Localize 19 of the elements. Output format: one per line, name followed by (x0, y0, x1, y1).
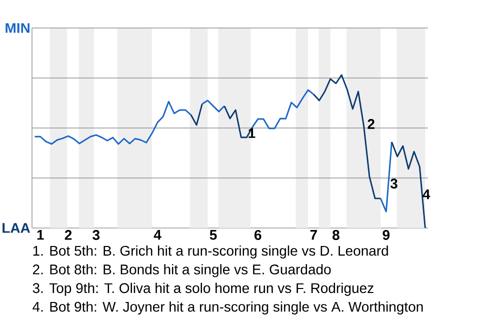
x-tick-label: 4 (154, 230, 162, 240)
annotation: 2 (368, 119, 374, 129)
text: 4. Bot 9th: W. Joyner hit a run-scoring single vs A. Worthington (32, 301, 423, 315)
x-tick-label: 7 (310, 230, 317, 240)
x-tick-label: 5 (210, 230, 217, 240)
annotation: 1 (248, 128, 256, 138)
text: MIN (6, 23, 30, 33)
x-tick-label: 9 (382, 230, 390, 240)
annotation: 4 (422, 190, 430, 200)
x-tick-label: 2 (64, 230, 72, 240)
x-tick-label: 1 (37, 230, 44, 240)
x-tick-label: 6 (254, 230, 262, 240)
text: LAA (2, 223, 30, 233)
x-tick-label: 8 (332, 230, 340, 240)
text: 2. Bot 8th: B. Bonds hit a single vs E. Guardado (32, 264, 331, 278)
x-tick-label: 3 (92, 230, 100, 240)
text: 1. Bot 5th: B. Grich hit a run-scoring single vs D. Leonard (33, 245, 388, 259)
text: 3. Top 9th: T. Oliva hit a solo home run vs F. Rodriguez (32, 282, 374, 296)
annotation: 3 (390, 178, 398, 189)
